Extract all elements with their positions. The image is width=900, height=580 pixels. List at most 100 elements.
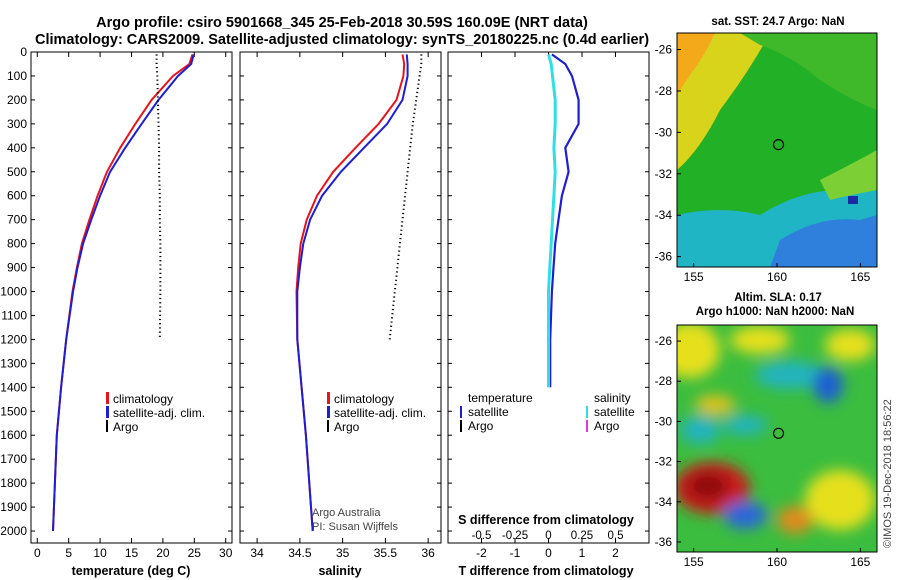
temperature-axes-frame [30, 51, 233, 544]
legend-swatch-satellite [327, 406, 330, 418]
map-y-tick-label: -36 [655, 535, 673, 549]
salinity-panel: 34 34.5 35 35.5 36 salinity climatology sate… [239, 51, 442, 578]
map-y-tick-label: -30 [655, 125, 673, 139]
difference-panel: -2 -1 0 1 2 -0.5 -0.25 0 0.25 0.5 T difference fr… [447, 51, 650, 578]
series-line-argo [388, 54, 423, 340]
depth-tick-label: 1400 [0, 380, 27, 394]
map-y-tick-label: -26 [655, 334, 673, 348]
map-y-tick-label: -28 [655, 84, 673, 98]
x-tick-label: -2 [476, 546, 487, 560]
sla-yellow-se [805, 470, 875, 530]
top-x-tick-label: 0.5 [608, 530, 624, 542]
x-tick-label: 20 [156, 546, 170, 560]
depth-tick-label: 1200 [0, 332, 27, 346]
imos-stamp: ©IMOS 19-Dec-2018 18:56:22 [882, 399, 894, 548]
depth-tick-label: 0 [20, 45, 27, 59]
legend-label-t-satellite: satellite [468, 405, 509, 419]
top-x-tick-label: -0.5 [472, 530, 492, 542]
map-x-tick-label: 155 [684, 555, 704, 569]
title-line-1: Argo profile: csiro 5901668_345 25-Feb-2… [96, 15, 588, 31]
series-line-salinity-satellite [547, 53, 557, 388]
legend-title-temperature: temperature [468, 391, 533, 405]
depth-tick-labels: 0 100 200 300 400 500 600 700 800 900 1000 1100 1200… [0, 45, 27, 538]
x-tick-label: 0 [545, 546, 552, 560]
difference-grid [448, 51, 649, 543]
x-tick-label: 35 [336, 546, 350, 560]
legend-swatch-climatology [106, 392, 109, 404]
temperature-panel: 0100200300400500600700800900100011001200… [0, 45, 232, 578]
sla-yellow-nw [677, 325, 720, 378]
sla-map-title: Altim. SLA: 0.17 [734, 292, 822, 304]
sst-warmest-patch [677, 33, 715, 95]
legend-label-t-argo: Argo [468, 419, 494, 433]
temperature-series [52, 54, 195, 532]
x-tick-label: 0 [34, 546, 41, 560]
difference-x-label: T difference from climatology [458, 564, 633, 578]
credit-pi-text: PI: Susan Wijffels [312, 521, 398, 533]
depth-tick-label: 1300 [0, 356, 27, 370]
legend-swatch-satellite [106, 406, 109, 418]
difference-series [547, 53, 580, 388]
legend-swatch-s-satellite [586, 406, 588, 418]
x-tick-label: -1 [510, 546, 521, 560]
depth-tick-label: 1700 [0, 452, 27, 466]
map-x-tick-label: 155 [684, 270, 704, 284]
x-tick-label: 10 [93, 546, 107, 560]
legend-swatch-t-satellite [460, 406, 462, 418]
x-tick-label: 2 [612, 546, 619, 560]
difference-legend: temperature salinity satellite Argo sate… [460, 391, 635, 433]
depth-tick-label: 700 [7, 213, 27, 227]
depth-tick-label: 2000 [0, 524, 27, 538]
legend-swatch-climatology [327, 392, 330, 404]
legend-label-climatology: climatology [113, 392, 173, 406]
sst-map-ticks: 155 160 165 -26 -28 -30 -32 -34 -36 [655, 43, 871, 284]
x-tick-label: 30 [219, 546, 233, 560]
series-line-satellite-adj-clim- [52, 54, 195, 532]
legend-label-s-argo: Argo [594, 419, 620, 433]
temperature-tick-labels: 0 5 10 15 20 25 30 [34, 546, 233, 560]
top-x-tick-label: 0.25 [571, 530, 593, 542]
series-line-temperature-satellite [549, 53, 580, 388]
difference-tick-labels: -2 -1 0 1 2 -0.5 -0.25 0 0.25 0.5 [472, 530, 624, 560]
sla-yellow-west [695, 395, 735, 415]
x-tick-label: 1 [579, 546, 586, 560]
title-line-2: Climatology: CARS2009. Satellite-adjuste… [35, 32, 649, 48]
depth-tick-label: 500 [7, 165, 27, 179]
legend-label-satellite: satellite-adj. clim. [334, 406, 426, 420]
sla-cyan-west [680, 416, 720, 444]
sla-dark-red-core [688, 472, 728, 500]
sst-float-marker [772, 139, 785, 151]
map-x-tick-label: 160 [767, 270, 787, 284]
depth-tick-label: 1500 [0, 404, 27, 418]
salinity-series [295, 54, 423, 532]
sst-coolest-region [770, 215, 877, 267]
top-x-tick-label: -0.25 [502, 530, 528, 542]
map-y-tick-label: -32 [655, 455, 673, 469]
salinity-axes-frame [239, 51, 442, 544]
temperature-x-label: temperature (deg C) [72, 564, 191, 578]
sst-map-title: sat. SST: 24.7 Argo: NaN [711, 16, 844, 28]
depth-tick-label: 300 [7, 117, 27, 131]
legend-label-argo: Argo [113, 420, 139, 434]
legend-label-satellite: satellite-adj. clim. [113, 406, 205, 420]
map-y-tick-label: -32 [655, 167, 673, 181]
x-tick-label: 34 [250, 546, 264, 560]
sst-warm-west-region [677, 33, 770, 170]
depth-tick-label: 800 [7, 237, 27, 251]
salinity-tick-labels: 34 34.5 35 35.5 36 [250, 546, 435, 560]
map-y-tick-label: -34 [655, 495, 673, 509]
x-tick-label: 35.5 [374, 546, 398, 560]
depth-tick-label: 1800 [0, 476, 27, 490]
x-tick-label: 36 [421, 546, 435, 560]
sla-cyan-mid [723, 415, 767, 435]
x-tick-label: 15 [125, 546, 139, 560]
sla-map-field [677, 325, 877, 552]
depth-tick-label: 400 [7, 141, 27, 155]
sst-streak [820, 150, 877, 200]
depth-tick-label: 100 [7, 69, 27, 83]
legend-swatch-argo [106, 420, 108, 432]
map-x-tick-label: 160 [767, 555, 787, 569]
depth-tick-label: 200 [7, 93, 27, 107]
legend-swatch-t-argo [460, 420, 462, 432]
map-y-tick-label: -36 [655, 250, 673, 264]
